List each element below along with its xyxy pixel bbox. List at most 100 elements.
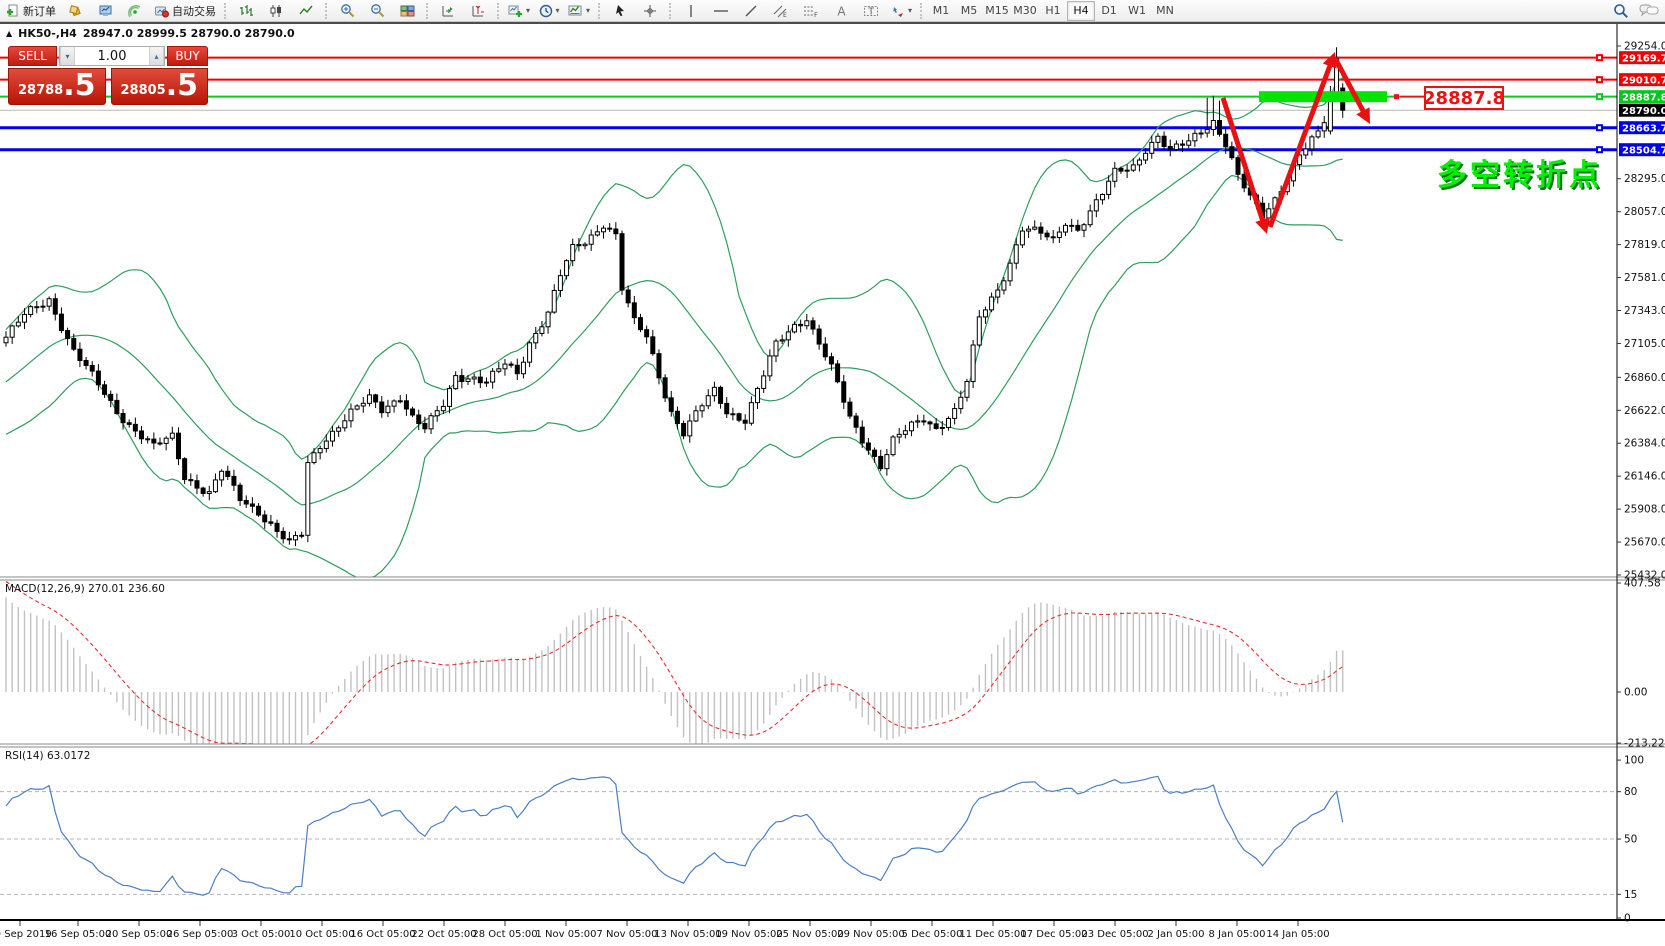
line-chart-mode-button[interactable] [291,0,321,22]
new-chart-button[interactable]: ▾ [504,0,534,22]
line-chart-icon [299,5,313,14]
price-tick-label: 27105.0 [1624,338,1665,350]
price-annotation-label[interactable]: 28887.8 [1423,86,1505,110]
fibonacci-tool-button[interactable]: F [796,0,826,22]
volume-value[interactable]: 1.00 [97,48,127,64]
highlight-zone[interactable] [1259,91,1424,103]
rsi-axis-label: 50 [1624,834,1637,846]
time-tick-label: 26 Sep 05:00 [167,929,234,940]
templates-icon [568,5,582,15]
vertical-line-tool-button[interactable] [676,0,706,22]
text-tool-button[interactable]: A [826,0,856,22]
time-tick-label: 25 Nov 05:00 [776,929,843,940]
timeframe-d1-button[interactable]: D1 [1101,4,1117,17]
chart-shift-icon [472,5,484,16]
zoom-in-button[interactable] [332,0,362,22]
price-tick-label: 25670.0 [1624,537,1665,549]
collapse-arrow-icon[interactable]: ▲ [6,29,13,38]
zoom-out-icon [370,4,384,18]
trend-arrow-line[interactable] [1220,97,1266,223]
periods-button[interactable]: ▾ [534,0,564,22]
auto-scroll-button[interactable] [433,0,463,22]
auto-scroll-icon [442,5,453,16]
trend-arrow-line[interactable] [1267,63,1333,228]
toolbar: 新订单 自动交易 ▾ ▾ [0,0,1665,22]
arrowhead-icon [1255,217,1270,234]
fibonacci-icon: F [804,6,818,18]
sell-button[interactable]: SELL [8,46,57,66]
autotrading-icon [155,6,169,17]
tile-windows-button[interactable] [392,0,422,22]
timeframe-h1-button[interactable]: H1 [1045,4,1061,17]
timeframe-m5-button[interactable]: M5 [960,4,978,17]
timeframe-m15-button[interactable]: M15 [985,4,1009,17]
timeframe-h4-button[interactable]: H4 [1067,0,1096,21]
price-tick-label: 26860.0 [1624,372,1665,384]
price-tick-label: 27581.0 [1624,272,1665,284]
market-watch-button[interactable] [90,0,120,22]
turning-point-annotation[interactable]: 多空转折点 [1437,158,1602,193]
templates-button[interactable]: ▾ [564,0,594,22]
time-tick-label: 8 Jan 05:00 [1209,929,1266,940]
arrows-tool-button[interactable]: ▾ [886,0,916,22]
price-tag [1619,90,1665,104]
buy-price-button[interactable]: 28805 .5 [110,68,208,105]
signals-button[interactable] [120,0,150,22]
rsi-axis-label: 100 [1624,755,1644,767]
chart-window[interactable]: 29254.0 28295.0 28057.0 27819.0 27581.0 27343… [0,22,1665,946]
cursor-tool-button[interactable] [605,0,635,22]
equidistant-channel-icon: E [773,5,787,18]
arrows-icon [893,6,904,17]
symbol-period-label: HK50-,H4 [18,27,77,40]
ohlc-values: 28947.0 28999.5 28790.0 28790.0 [82,27,295,40]
time-tick-label: 17 Dec 05:00 [1020,929,1087,940]
bb-upper-band [5,77,1343,460]
timeframe-w1-button[interactable]: W1 [1128,4,1146,17]
price-levels[interactable] [0,54,1617,154]
volume-decrease-button[interactable]: ▾ [60,47,75,65]
horizontal-line-tool-button[interactable] [706,0,736,22]
text-label-tool-button[interactable]: T [856,0,886,22]
timeframe-m30-button[interactable]: M30 [1013,4,1037,17]
bb-middle-band [5,146,1343,506]
equidistant-channel-tool-button[interactable]: E [766,0,796,22]
text-icon: A [837,4,846,18]
toolbar-right-group [1613,3,1659,19]
trend-arrow-line[interactable] [1332,56,1367,114]
timeframe-mn-button[interactable]: MN [1156,4,1174,17]
volume-increase-button[interactable]: ▴ [149,47,164,65]
time-tick-label: 3 Oct 05:00 [232,929,291,940]
sell-price-frac: .5 [63,68,96,103]
chart-shift-button[interactable] [463,0,493,22]
text-glyph: A [837,4,846,18]
signals-icon [128,4,141,17]
search-icon[interactable] [1613,3,1629,19]
buy-button[interactable]: BUY [167,46,208,66]
trend-arrows[interactable] [1220,52,1370,234]
time-tick-label: 23 Dec 05:00 [1081,929,1148,940]
chart-canvas[interactable]: 29254.0 28295.0 28057.0 27819.0 27581.0 27343… [0,22,1665,946]
timeframe-m1-button[interactable]: M1 [932,4,950,17]
toolbar-separator [426,2,429,19]
sell-price-button[interactable]: 28788 .5 [8,68,106,105]
autotrading-button[interactable]: 自动交易 [150,0,220,22]
bb-lower-band [5,174,1343,577]
crosshair-tool-button[interactable] [635,0,665,22]
time-tick-label: 16 Oct 05:00 [350,929,415,940]
zoom-out-button[interactable] [362,0,392,22]
bar-chart-mode-button[interactable] [231,0,261,22]
price-tag-value: 28790.0 [1622,106,1665,117]
buy-price-frac: .5 [165,68,198,103]
price-tag [1619,143,1665,157]
price-tick-label: 25908.0 [1624,504,1665,516]
trendline-tool-button[interactable] [736,0,766,22]
support-highlight-rect[interactable] [1259,91,1387,103]
chat-icon[interactable] [1639,3,1659,18]
clock-icon [539,4,552,17]
new-order-button[interactable]: 新订单 [2,0,60,22]
axes [0,24,1665,921]
candlestick-mode-button[interactable] [261,0,291,22]
rsi-indicator [0,775,1617,896]
bollinger-bands [5,77,1343,577]
chart-profiles-button[interactable] [60,0,90,22]
